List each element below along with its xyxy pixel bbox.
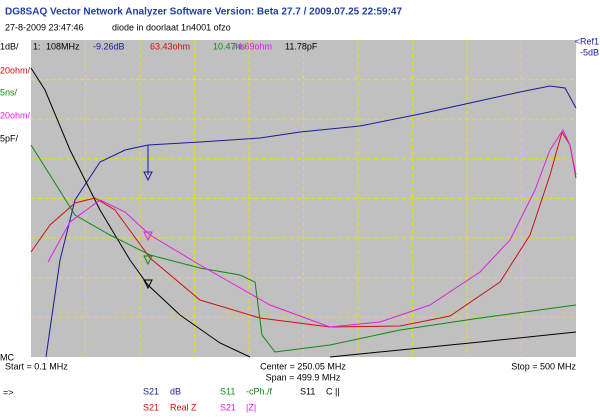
ref-value: -5dB — [580, 47, 599, 57]
start-freq: Start = 0.1 MHz — [5, 361, 68, 371]
legend-param: S21 — [143, 402, 159, 412]
marker-readout: 11.78pF — [285, 41, 318, 51]
span: Span = 499.9 MHz — [266, 372, 341, 382]
ref-label: <Ref1 — [575, 36, 599, 46]
marker-readout: 10.47ns — [213, 41, 246, 51]
legend-format: dB — [170, 386, 181, 396]
grid — [31, 40, 576, 357]
marker-triangle — [143, 231, 153, 242]
trace-s11-c — [30, 67, 251, 358]
marker-triangle — [143, 279, 153, 290]
trace-s11-phase — [30, 144, 577, 353]
marker-frequency: 108MHz — [46, 41, 80, 51]
legend-arrow: => — [3, 387, 14, 397]
trace-s21-db — [45, 85, 577, 358]
trace-s21-z — [47, 128, 577, 328]
legend-format: Real Z — [170, 402, 197, 412]
stop-freq: Stop = 500 MHz — [511, 361, 576, 371]
marker-readout: 74.69ohm — [232, 41, 272, 51]
scale-label: 5pF/ — [0, 133, 19, 143]
trace-s11-c-2 — [329, 331, 577, 358]
legend-format: -cPh./f — [246, 386, 273, 396]
legend-format: |Z| — [246, 402, 256, 412]
app-title: DG8SAQ Vector Network Analyzer Software … — [5, 7, 402, 18]
scale-label: 5ns/ — [0, 87, 18, 97]
scale-label: 20ohm/ — [0, 65, 31, 75]
legend-param: S21 — [143, 386, 159, 396]
legend-param: S11 — [220, 386, 235, 396]
comment: diode in doorlaat 1n4001 ofzo — [112, 22, 231, 32]
mc-label: MC — [0, 352, 14, 362]
marker-readout: 63.43ohm — [150, 41, 190, 51]
marker-triangle — [143, 255, 153, 266]
legend-format: C || — [326, 386, 340, 396]
traces — [30, 67, 577, 358]
center-freq: Center = 250.05 MHz — [260, 361, 346, 371]
legend-param: S11 — [300, 386, 315, 396]
timestamp: 27-8-2009 23:47:46 — [5, 22, 84, 32]
marker-triangle — [143, 171, 153, 182]
scale-label: 20ohm/ — [0, 110, 31, 120]
marker-readout: -9.26dB — [93, 41, 125, 51]
scale-label: 1dB/ — [0, 41, 19, 51]
marker-id: 1: — [33, 41, 41, 51]
legend-param: S21 — [220, 402, 236, 412]
